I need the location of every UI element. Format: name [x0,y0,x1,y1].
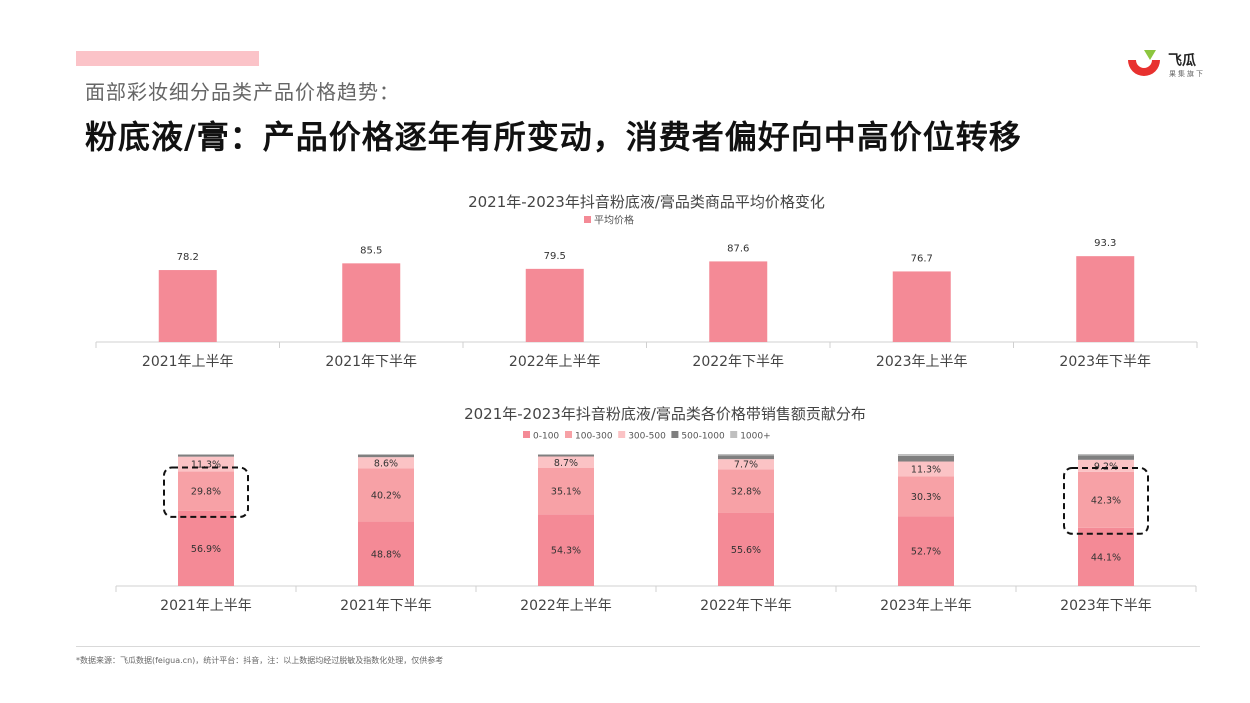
stack-segment-500-1000 [358,454,414,458]
x-tick-label: 2023年下半年 [1060,598,1152,614]
logo-tagline: 果集旗下 [1169,70,1205,78]
stack-segment-0-100 [718,512,774,586]
stack-segment-1000+ [358,454,414,455]
segment-data-label: 8.7% [554,458,578,469]
stack-segment-1000+ [898,454,954,456]
segment-data-label: 44.1% [1091,552,1121,563]
segment-data-label: 40.2% [371,491,401,502]
stack-segment-500-1000 [178,454,234,457]
stack-segment-0-100 [898,516,954,586]
stack-segment-300-500 [718,459,774,470]
segment-data-label: 11.3% [191,460,221,471]
bar-data-label: 93.3 [1094,238,1116,249]
logo-name: 飞瓜 [1168,53,1196,69]
x-tick-label: 2023年下半年 [1059,354,1151,370]
x-tick-label: 2022年上半年 [509,354,601,370]
stack-segment-100-300 [1078,471,1134,528]
segment-data-label: 54.3% [551,546,581,557]
header-accent-bar [76,51,259,66]
page-title: 粉底液/膏：产品价格逐年有所变动，消费者偏好向中高价位转移 [85,118,1022,156]
footer-divider [76,646,1200,647]
stack-segment-1000+ [718,454,774,456]
bar-2023年上半年 [892,271,951,342]
highlight-box [163,466,249,518]
stack-segment-0-100 [178,510,234,586]
stack-segment-1000+ [538,454,594,455]
legend-label: 300-500 [628,432,666,442]
stack-segment-0-100 [1078,527,1134,586]
stack-segment-100-300 [718,469,774,513]
bar-data-label: 85.5 [360,245,382,256]
legend-swatch [565,431,572,438]
legend-label: 500-1000 [681,432,725,442]
stack-segment-300-500 [898,461,954,477]
stack-segment-500-1000 [1078,455,1134,460]
bar-data-label: 79.5 [544,251,566,262]
bar-2023年下半年 [1076,256,1135,342]
stack-segment-0-100 [358,521,414,586]
x-tick-label: 2021年上半年 [142,354,234,370]
legend-swatch [730,431,738,438]
bar-2021年上半年 [158,270,217,342]
legend-label: 100-300 [575,432,613,442]
segment-data-label: 30.3% [911,492,941,503]
bar-2021年下半年 [342,263,401,342]
stack-segment-1000+ [1078,454,1134,456]
legend-swatch [671,431,679,438]
segment-data-label: 7.7% [734,460,758,471]
stack-segment-100-300 [178,471,234,511]
bar-2022年上半年 [525,268,584,342]
segment-data-label: 9.2% [1094,461,1118,472]
x-tick-label: 2022年下半年 [700,598,792,614]
bar-data-label: 76.7 [911,253,933,264]
bar-data-label: 78.2 [177,252,199,263]
chart-title: 2021年-2023年抖音粉底液/膏品类各价格带销售额贡献分布 [464,405,866,423]
stack-segment-100-300 [898,476,954,517]
stack-segment-100-300 [538,467,594,515]
x-tick-label: 2021年上半年 [160,598,252,614]
highlight-box [1063,466,1149,535]
segment-data-label: 35.1% [551,487,581,498]
segment-data-label: 11.3% [911,464,941,475]
bar-data-label: 87.6 [727,243,749,254]
x-tick-label: 2023年上半年 [876,354,968,370]
x-tick-label: 2021年下半年 [325,354,417,370]
price-band-distribution-chart: 2021年-2023年抖音粉底液/膏品类各价格带销售额贡献分布 0-100 100-… [115,405,1197,614]
bar-2022年下半年 [709,261,768,342]
legend-label: 1000+ [740,432,770,442]
stack-segment-300-500 [358,457,414,469]
chart-title: 2021年-2023年抖音粉底液/膏品类商品平均价格变化 [468,193,825,211]
legend-swatch [618,431,626,438]
segment-data-label: 29.8% [191,487,221,498]
legend-swatch [523,431,530,438]
stack-segment-100-300 [358,468,414,522]
legend-swatch [584,216,591,223]
segment-data-label: 8.6% [374,458,398,469]
segment-data-label: 52.7% [911,547,941,558]
legend-label: 0-100 [533,432,559,442]
x-tick-label: 2022年上半年 [520,598,612,614]
segment-data-label: 32.8% [731,486,761,497]
segment-data-label: 55.6% [731,545,761,556]
brand-logo: 飞瓜 果集旗下 [1126,48,1226,82]
segment-data-label: 48.8% [371,549,401,560]
stack-segment-500-1000 [538,454,594,457]
footer-note: *数据来源：飞瓜数据(feigua.cn)，统计平台：抖音，注：以上数据均经过脱… [76,656,444,665]
x-tick-label: 2021年下半年 [340,598,432,614]
feigua-logo-icon [1128,50,1160,76]
stack-segment-300-500 [538,456,594,468]
stack-segment-500-1000 [718,455,774,460]
stack-segment-0-100 [538,514,594,586]
x-tick-label: 2023年上半年 [880,598,972,614]
page-subtitle: 面部彩妆细分品类产品价格趋势： [85,80,400,104]
segment-data-label: 42.3% [1091,495,1121,506]
stack-segment-1000+ [178,454,234,455]
x-tick-label: 2022年下半年 [692,354,784,370]
legend-label: 平均价格 [594,214,634,227]
segment-data-label: 56.9% [191,544,221,555]
stack-segment-500-1000 [898,455,954,462]
